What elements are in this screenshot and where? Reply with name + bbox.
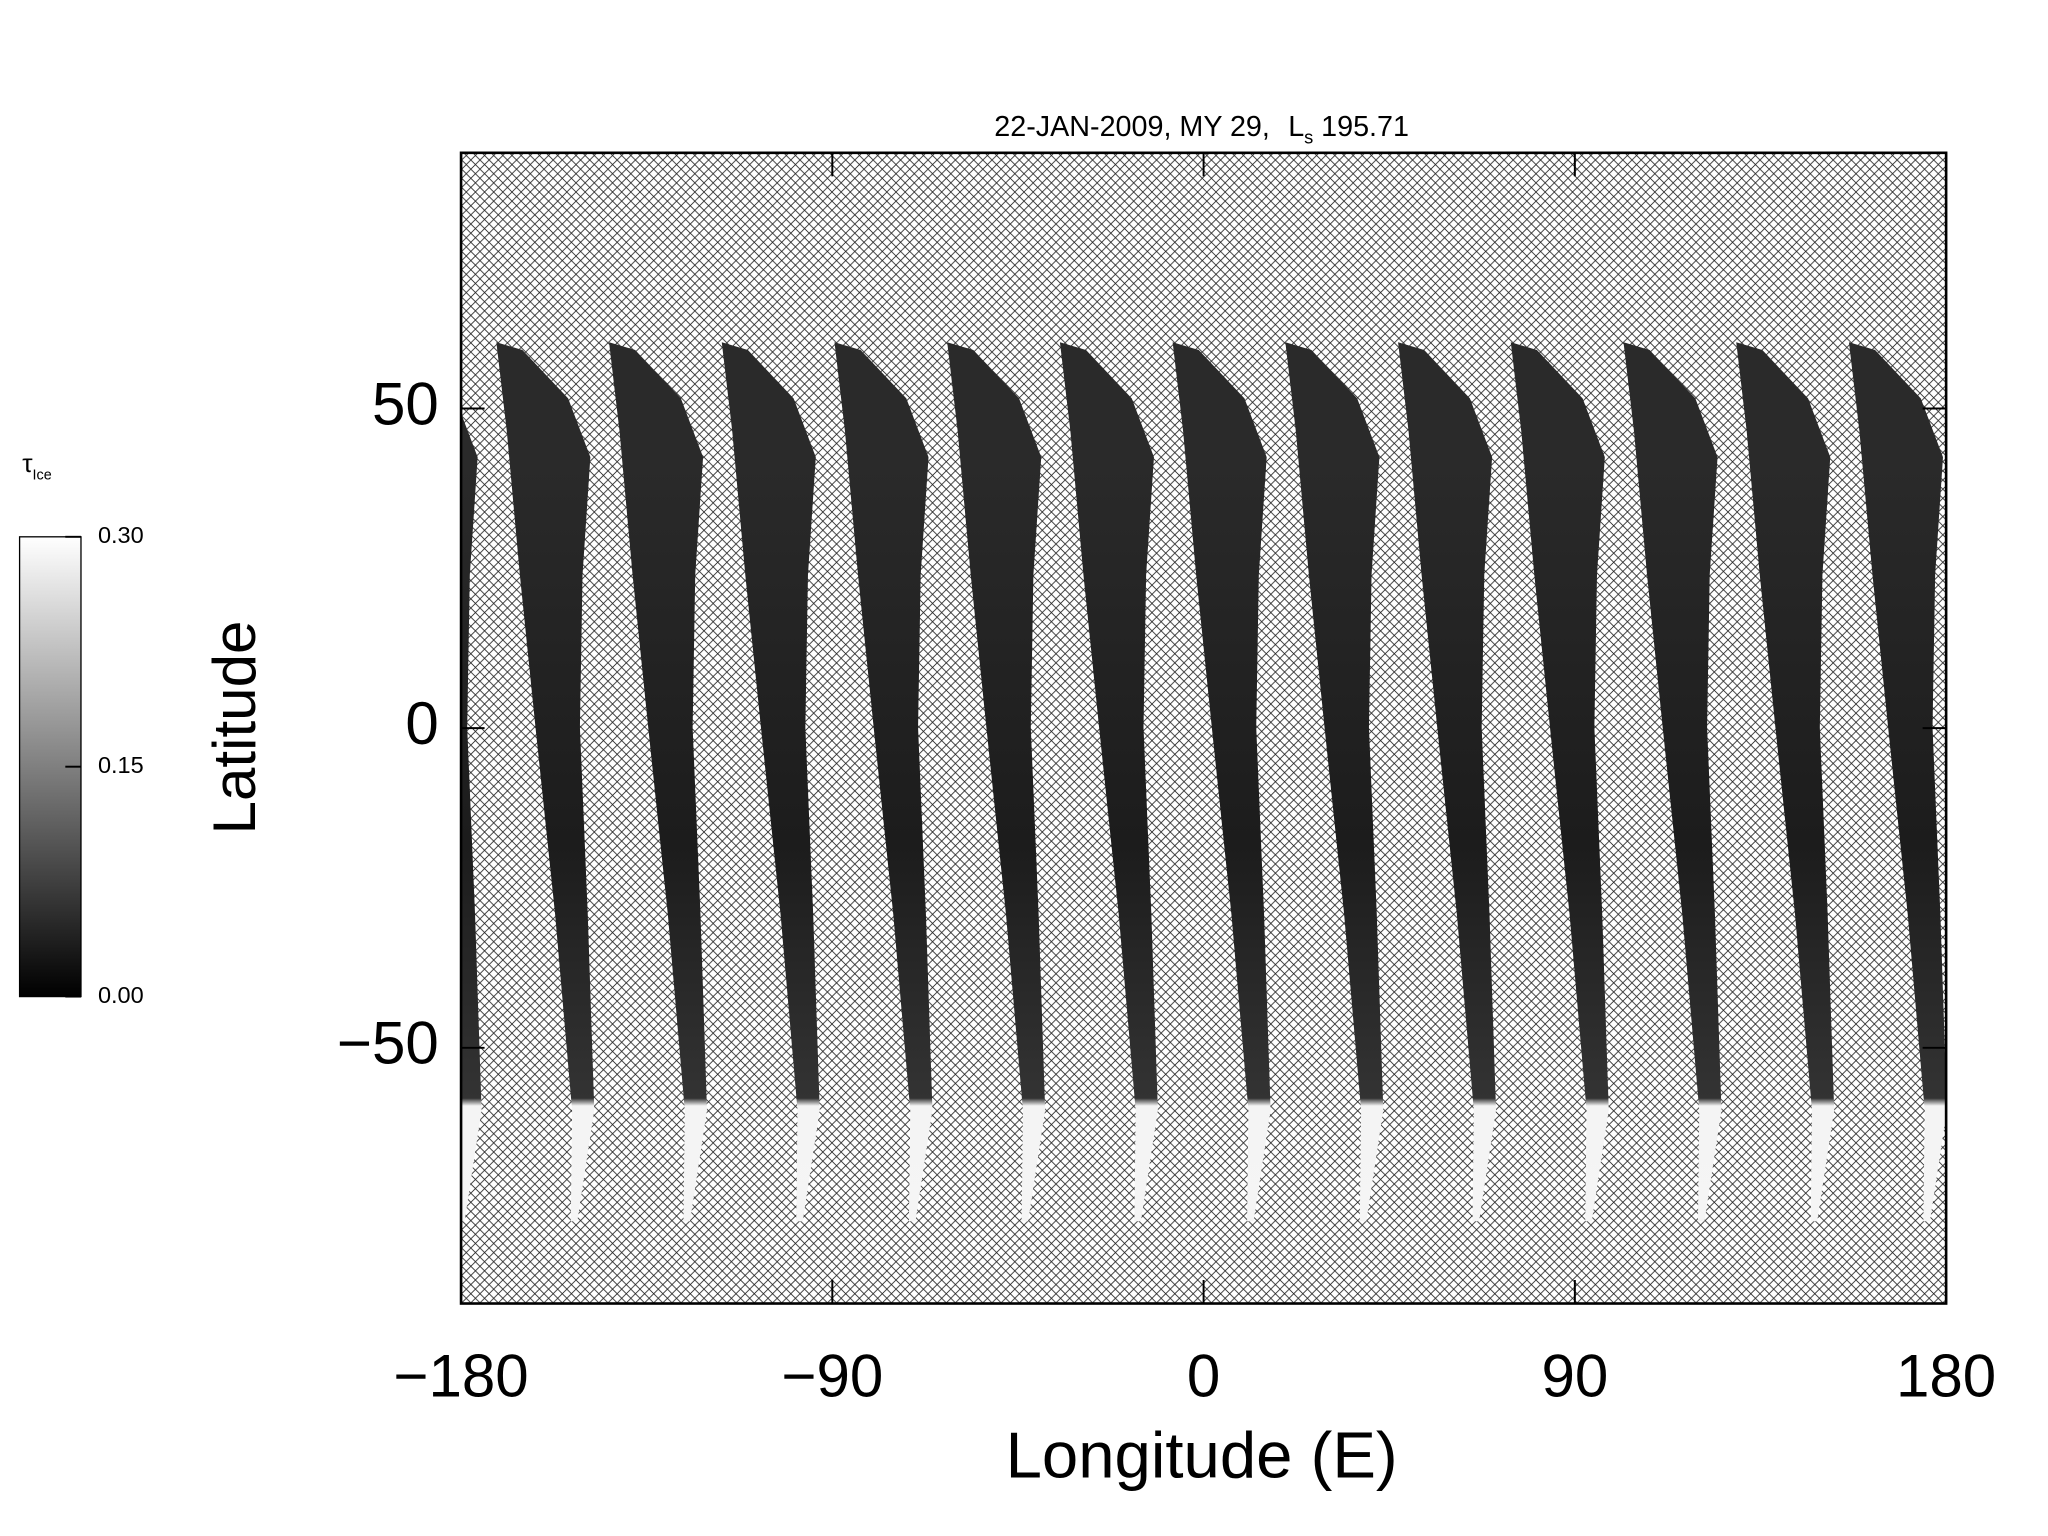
y-tick-label: 50	[372, 370, 439, 437]
y-axis-label: Latitude	[201, 621, 268, 835]
swath	[1285, 342, 1384, 1222]
colorbar-symbol: τ	[22, 448, 33, 478]
y-tick-label: 0	[405, 690, 438, 757]
title-value: 195.71	[1321, 111, 1409, 143]
swath	[1059, 342, 1158, 1222]
swath	[721, 342, 820, 1222]
swath	[496, 342, 595, 1222]
colorbar-tick-label: 0.00	[98, 982, 144, 1008]
x-tick-label: −90	[781, 1342, 883, 1409]
swath	[1172, 342, 1271, 1222]
swath	[1736, 342, 1835, 1222]
chart-title: 22-JAN-2009, MY 29, Ls 195.71	[994, 111, 1409, 148]
plot-root: 22-JAN-2009, MY 29, Ls 195.71 Longitude (E…	[18, 111, 2048, 1491]
y-tick-label: −50	[337, 1010, 439, 1077]
colorbar-sub: Ice	[33, 467, 52, 483]
swaths	[461, 342, 2048, 1222]
title-text: 22-JAN-2009, MY 29,	[994, 111, 1270, 143]
swath	[1848, 342, 1947, 1222]
x-axis-label: Longitude (E)	[1006, 1418, 1398, 1491]
swath	[1962, 342, 2048, 1221]
swath	[1398, 342, 1497, 1222]
x-tick-label: 90	[1541, 1342, 1608, 1409]
colorbar-tick-label: 0.30	[98, 522, 144, 548]
ticks	[460, 152, 1948, 1304]
title-symbol: L	[1288, 111, 1304, 143]
swath	[947, 342, 1046, 1222]
colorbar-label: τIce	[22, 448, 51, 483]
swath	[1623, 342, 1722, 1222]
x-tick-label: −180	[393, 1342, 528, 1409]
swath	[461, 413, 482, 1222]
swath	[834, 342, 933, 1222]
swath	[609, 342, 708, 1222]
colorbar-tick-label: 0.15	[98, 752, 144, 778]
x-tick-label: 0	[1187, 1342, 1220, 1409]
x-tick-label: 180	[1896, 1342, 1996, 1409]
title-sub: s	[1304, 126, 1313, 147]
swath	[1510, 342, 1609, 1222]
